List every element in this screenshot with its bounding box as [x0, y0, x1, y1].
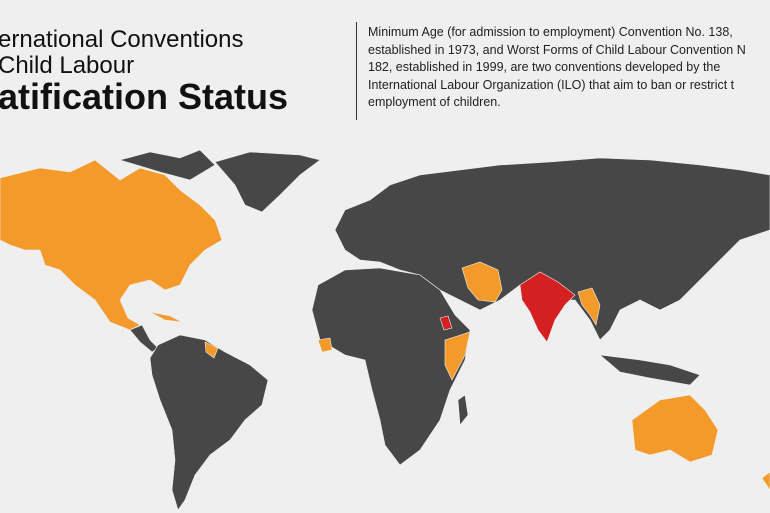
- north-america: [0, 159, 223, 331]
- arctic-islands: [118, 149, 216, 181]
- madagascar: [457, 394, 469, 426]
- description: Minimum Age (for admission to employment…: [368, 24, 746, 112]
- west-africa: [317, 337, 333, 353]
- description-line: International Labour Organization (ILO) …: [368, 77, 735, 92]
- australia: [631, 394, 719, 463]
- title-line: Child Labour: [0, 52, 135, 79]
- africa: [311, 267, 471, 466]
- eurasia: [334, 157, 770, 341]
- description-line: employment of children.: [368, 95, 501, 109]
- guiana: [204, 341, 219, 359]
- description-line: established in 1973, and Worst Forms of …: [368, 42, 746, 57]
- description-line: Minimum Age (for admission to employment…: [368, 25, 733, 39]
- central-america: [129, 324, 159, 353]
- south-america: [149, 334, 269, 511]
- myanmar: [577, 287, 601, 326]
- greenland: [214, 151, 321, 213]
- india: [519, 271, 576, 343]
- horn-of-africa: [444, 331, 471, 381]
- iran: [461, 261, 503, 303]
- eritrea: [439, 315, 453, 331]
- sea-islands: [599, 354, 701, 386]
- title-bold: atification Status: [0, 76, 289, 117]
- divider: [356, 22, 357, 120]
- new-zealand: [761, 471, 770, 491]
- caribbean: [149, 311, 183, 323]
- description-line: 182, established in 1999, are two conven…: [368, 60, 721, 74]
- title-line: ernational Conventions: [0, 26, 244, 53]
